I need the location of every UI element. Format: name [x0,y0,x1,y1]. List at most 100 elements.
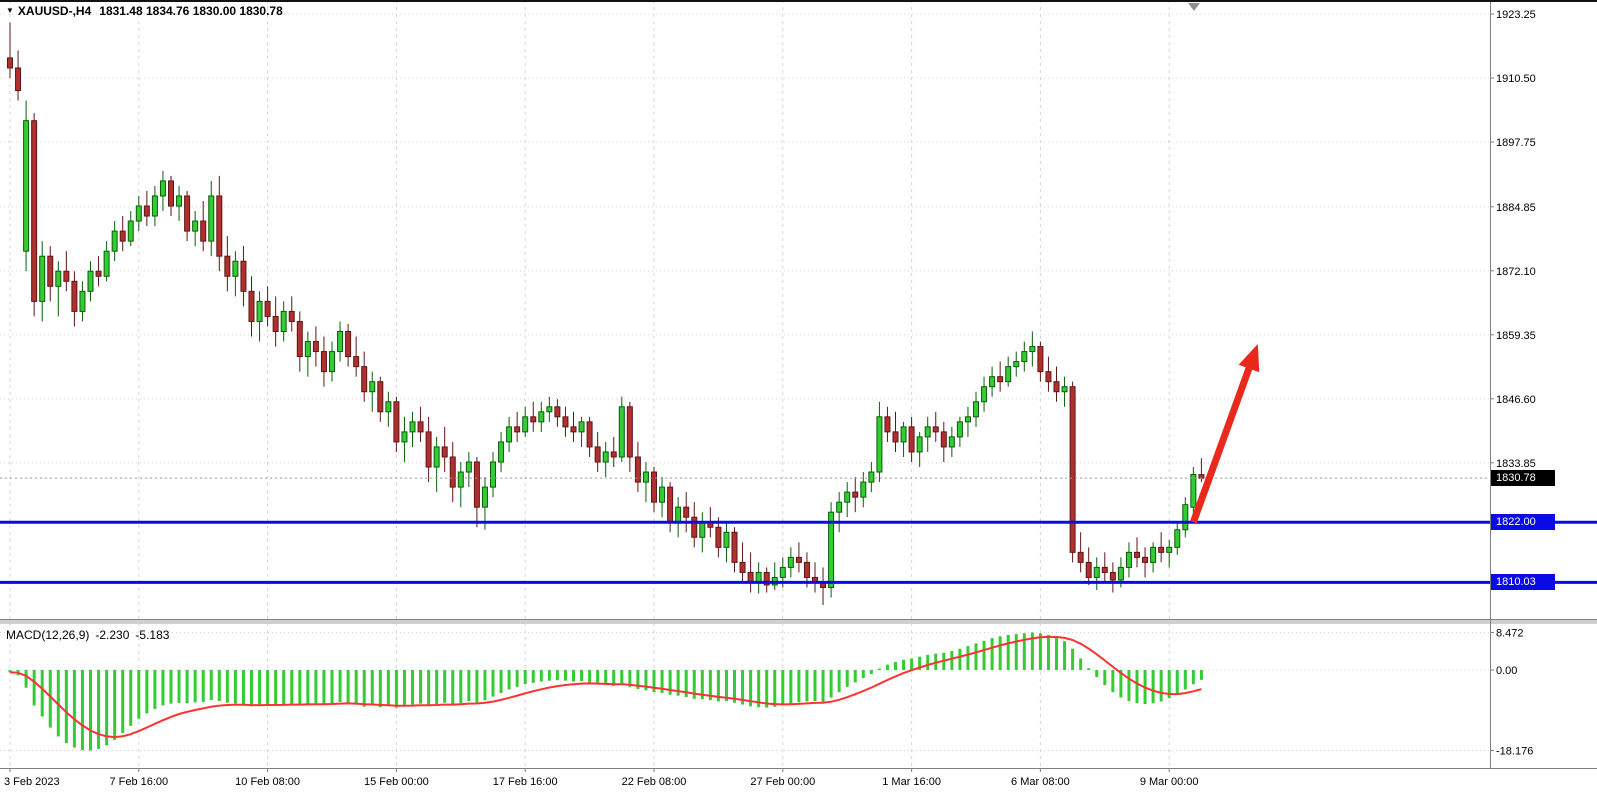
candle-body [433,446,440,468]
candle-body [562,416,569,428]
macd-histogram-bar [716,670,720,702]
panel-separator[interactable] [0,619,1597,624]
candle-body [1061,386,1068,393]
candle-body [634,456,641,483]
macd-histogram-bar [201,670,205,702]
macd-histogram-bar [563,670,567,681]
time-axis-label: 27 Feb 00:00 [750,776,815,788]
candle-body [337,330,344,353]
macd-axis-label: 8.472 [1496,627,1524,639]
level-price-tag-1822: 1822.00 [1491,514,1555,530]
macd-histogram-bar [32,670,36,706]
macd-histogram-bar [700,670,704,700]
macd-histogram-bar [1119,670,1123,698]
macd-histogram-bar [1183,670,1187,690]
candle-body [353,356,360,368]
indicator-signal-value: -5.183 [135,628,170,642]
candle-body [15,67,22,92]
candle-body [618,406,625,458]
macd-histogram-bar [982,640,986,670]
symbol-timeframe-label: XAUUSD-,H4 [17,4,92,18]
candle-body [79,290,86,312]
macd-histogram-bar [636,670,640,690]
macd-histogram-bar [773,670,777,707]
candle-body [1085,561,1092,578]
candle-body [956,421,963,438]
trend-arrow-shaft[interactable] [1190,359,1255,524]
candle-body [973,401,979,418]
macd-histogram-bar [990,638,994,670]
macd-histogram-bar [1151,670,1155,704]
macd-histogram-bar [306,670,310,704]
macd-histogram-bar [113,670,117,740]
candle-body [836,501,843,513]
candle-body [844,491,851,503]
price-axis-label: 1897.75 [1496,137,1536,149]
candle-body [522,416,529,433]
macd-histogram-bar [821,670,825,702]
macd-histogram-bar [169,670,173,704]
candle-body [779,566,786,578]
candle-body [345,330,352,358]
candle-body [803,561,810,578]
macd-axis-label: 0.00 [1496,665,1517,677]
macd-histogram-bar [290,670,294,704]
macd-histogram-bar [411,670,414,705]
candle-body [715,526,722,548]
macd-histogram-bar [89,670,92,751]
macd-histogram-bar [1055,637,1058,670]
macd-histogram-bar [547,670,551,681]
candle-body [95,270,102,277]
candle-body [200,220,207,242]
macd-histogram-bar [48,670,52,728]
candle-body [481,486,488,508]
candle-body [1021,351,1028,363]
candle-body [1077,551,1084,563]
candle-body [570,426,577,433]
candle-body [1150,546,1157,563]
macd-histogram-bar [1030,632,1034,670]
macd-histogram-bar [370,670,374,706]
candle-body [868,471,875,483]
candle-body [675,506,682,523]
time-axis-label: 7 Feb 16:00 [109,776,168,788]
macd-histogram-bar [338,670,342,702]
macd-histogram-bar [1046,635,1050,670]
candle-body [1117,566,1124,581]
candle-body [594,446,601,463]
candle-body [385,401,392,413]
macd-histogram-bar [105,670,109,746]
macd-histogram-bar [1038,633,1042,670]
macd-histogram-bar [628,670,632,687]
macd-histogram-bar [894,662,897,670]
candle-body [538,411,545,423]
macd-histogram-bar [1159,670,1163,702]
candle-body [1005,366,1012,383]
macd-histogram-bar [314,670,318,704]
candle-body [626,406,633,458]
candle-body [176,195,183,207]
candle-body [667,486,674,523]
macd-histogram-bar [620,670,624,685]
candle-body [964,416,971,423]
candle-body [1158,546,1165,553]
macd-histogram-bar [145,670,149,714]
candle-body [127,220,134,242]
macd-histogram-bar [531,670,535,683]
macd-histogram-bar [580,670,584,682]
current-price-tag: 1830.78 [1491,470,1555,486]
candle-body [578,421,585,433]
candle-body [828,511,835,588]
macd-histogram-bar [467,670,471,702]
macd-histogram-bar [483,670,487,701]
trend-arrow-head[interactable] [1238,344,1260,373]
candle-body [1174,529,1181,548]
macd-histogram-bar [330,670,334,704]
time-axis-label: 6 Mar 08:00 [1011,776,1070,788]
chart-shift-marker-icon[interactable] [1188,3,1200,11]
candle-body [288,310,295,322]
candle-body [192,220,199,232]
macd-histogram-bar [1191,670,1195,685]
